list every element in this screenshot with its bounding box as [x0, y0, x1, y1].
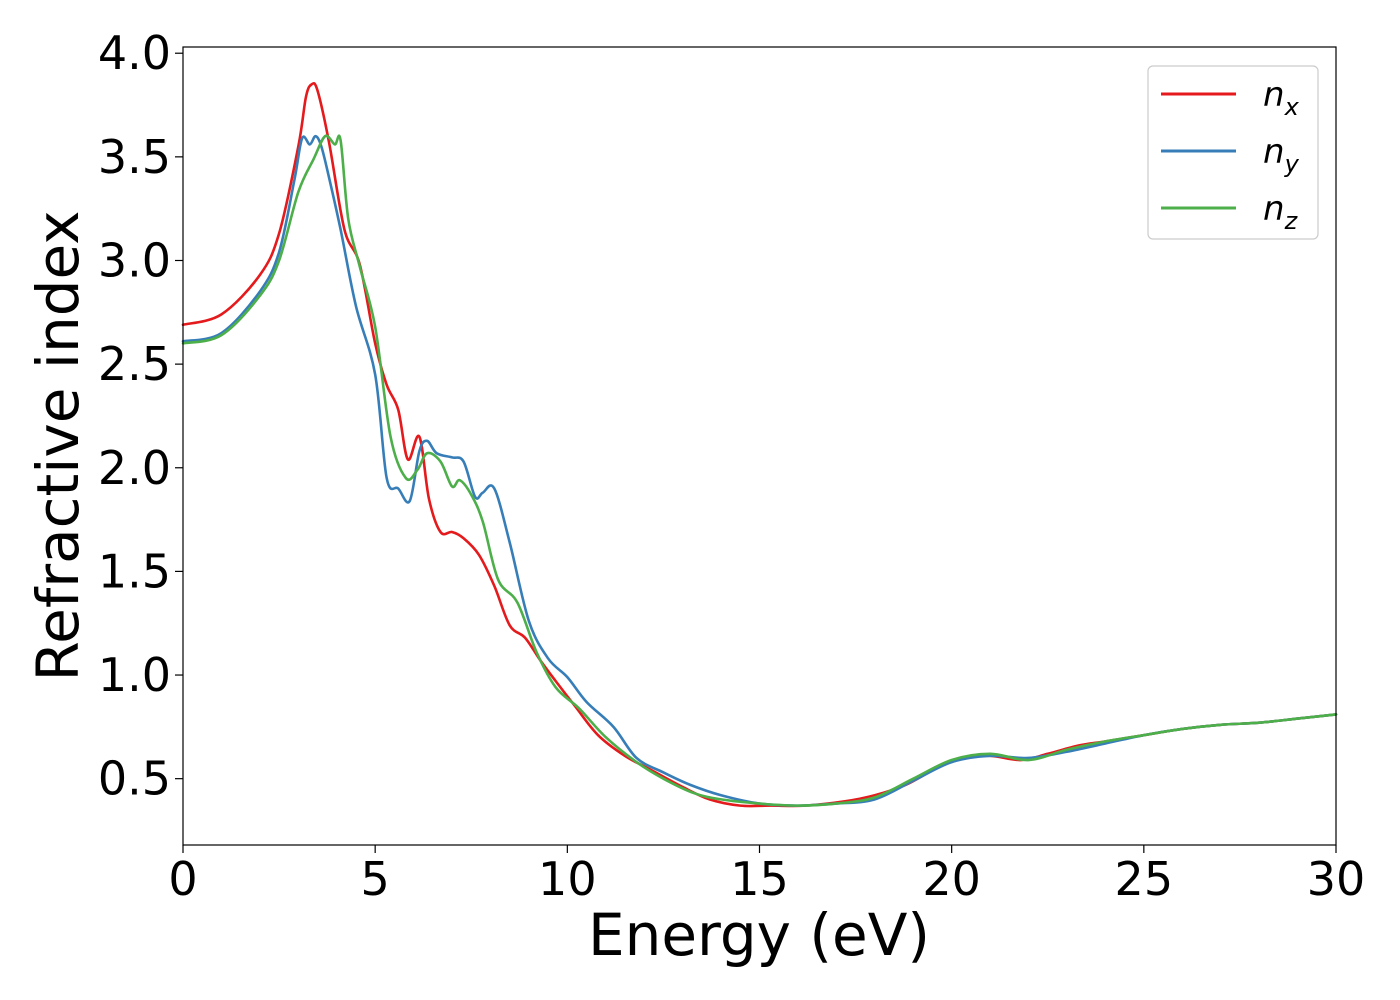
x-axis-title: Energy (eV)	[588, 901, 930, 969]
legend-label-main: n	[1263, 132, 1285, 172]
x-tick-label: 20	[922, 852, 981, 906]
y-axis-title: Refractive index	[24, 210, 92, 681]
series-layer	[181, 81, 1338, 808]
y-axis-ticks: 0.5 1.0 1.5 2.0 2.5 3.0 3.5 4.0	[98, 26, 183, 806]
legend-label-n-x: nx	[1263, 75, 1300, 121]
y-tick-label: 0.5	[98, 752, 171, 806]
legend-label-subscript: x	[1284, 93, 1300, 121]
series-line-n-y	[181, 134, 1338, 807]
y-tick-label: 3.5	[98, 130, 171, 184]
x-tick-label: 10	[538, 852, 597, 906]
y-tick-label: 4.0	[98, 26, 171, 80]
legend-label-main: n	[1263, 75, 1285, 115]
legend-label-n-z: nz	[1263, 189, 1299, 235]
x-tick-label: 30	[1307, 852, 1366, 906]
legend-label-main: n	[1263, 189, 1285, 229]
legend-label-subscript: y	[1284, 150, 1300, 178]
x-tick-label: 5	[361, 852, 390, 906]
x-tick-label: 0	[168, 852, 197, 906]
legend-label-subscript: z	[1284, 207, 1299, 235]
series-line-n-z	[181, 134, 1338, 807]
y-tick-label: 1.0	[98, 648, 171, 702]
y-tick-label: 2.0	[98, 441, 171, 495]
x-tick-label: 25	[1115, 852, 1174, 906]
legend-label-n-y: ny	[1263, 132, 1300, 178]
y-tick-label: 2.5	[98, 337, 171, 391]
x-axis-ticks: 0 5 10 15 20 25 30	[168, 845, 1365, 906]
x-tick-label: 15	[730, 852, 789, 906]
y-tick-label: 3.0	[98, 233, 171, 287]
y-tick-label: 1.5	[98, 544, 171, 598]
